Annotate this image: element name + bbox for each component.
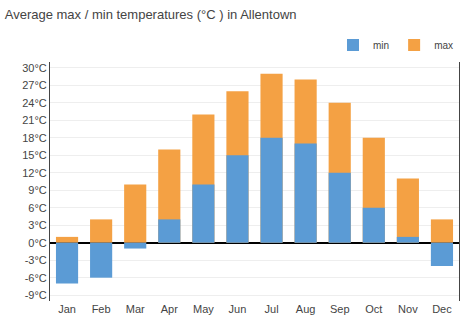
svg-text:15°C: 15°C bbox=[22, 149, 47, 161]
svg-text:12°C: 12°C bbox=[22, 167, 47, 179]
svg-text:Jun: Jun bbox=[229, 303, 247, 315]
svg-text:May: May bbox=[193, 303, 214, 315]
svg-text:Jul: Jul bbox=[265, 303, 279, 315]
svg-text:30°C: 30°C bbox=[22, 62, 47, 74]
svg-text:Feb: Feb bbox=[92, 303, 111, 315]
svg-text:Sep: Sep bbox=[330, 303, 350, 315]
svg-text:6°C: 6°C bbox=[28, 202, 47, 214]
svg-text:0°C: 0°C bbox=[28, 237, 47, 249]
svg-text:-6°C: -6°C bbox=[25, 272, 47, 284]
svg-text:min: min bbox=[373, 40, 389, 51]
svg-text:18°C: 18°C bbox=[22, 132, 47, 144]
svg-text:Dec: Dec bbox=[432, 303, 452, 315]
svg-text:max: max bbox=[434, 40, 453, 51]
svg-text:-3°C: -3°C bbox=[25, 254, 47, 266]
svg-text:Apr: Apr bbox=[161, 303, 178, 315]
svg-text:Average max / min temperatures: Average max / min temperatures (°C ) in … bbox=[5, 7, 297, 22]
svg-text:27°C: 27°C bbox=[22, 79, 47, 91]
svg-text:Jan: Jan bbox=[58, 303, 76, 315]
svg-text:Oct: Oct bbox=[365, 303, 382, 315]
svg-text:Nov: Nov bbox=[398, 303, 418, 315]
svg-text:24°C: 24°C bbox=[22, 97, 47, 109]
svg-text:Aug: Aug bbox=[296, 303, 316, 315]
svg-text:9°C: 9°C bbox=[28, 184, 47, 196]
svg-text:Mar: Mar bbox=[126, 303, 145, 315]
svg-text:3°C: 3°C bbox=[28, 219, 47, 231]
svg-text:-9°C: -9°C bbox=[25, 289, 47, 301]
svg-text:21°C: 21°C bbox=[22, 114, 47, 126]
